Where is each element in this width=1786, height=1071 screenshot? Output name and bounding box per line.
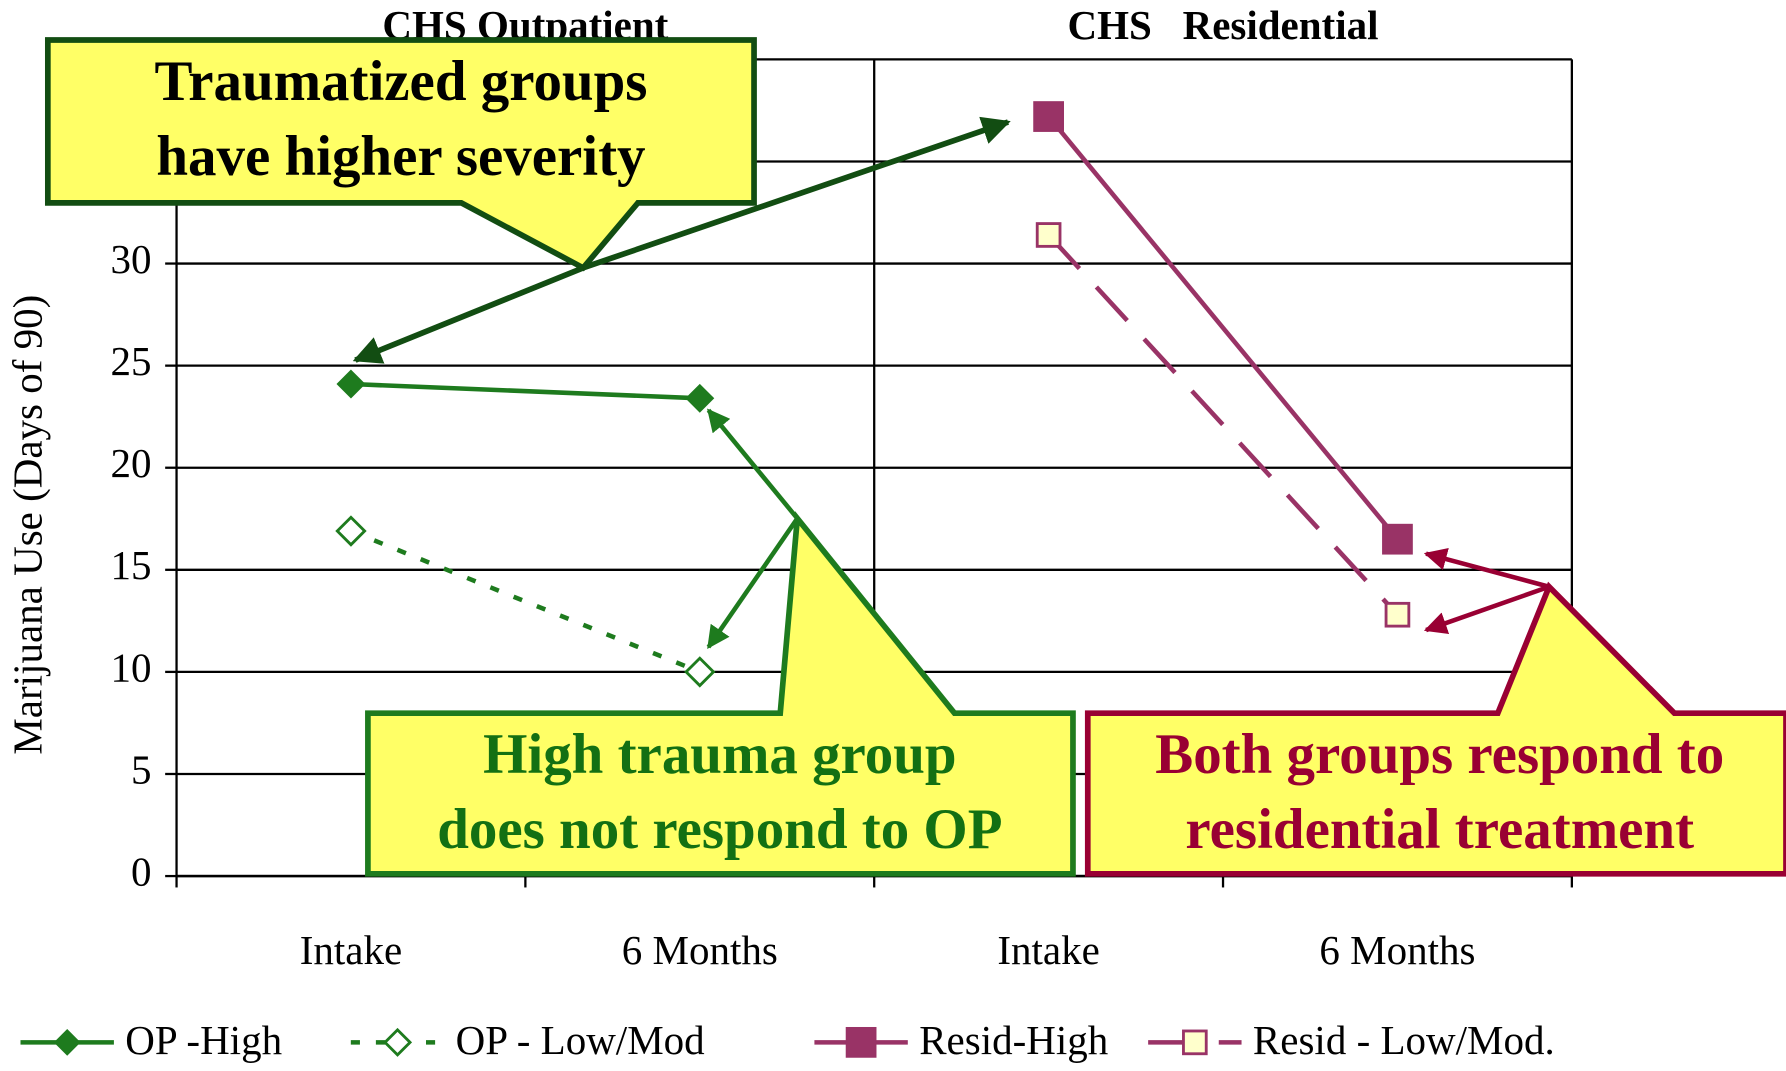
annotation-text: High trauma group [483,723,957,786]
y-tick-label: 20 [110,440,151,486]
series-line [1046,233,1400,617]
x-tick-label: 6 Months [622,927,778,973]
annotation-text: have higher severity [156,125,645,188]
marker [1035,222,1062,248]
x-tick-label: 6 Months [1319,927,1475,973]
x-tick-label: Intake [997,927,1099,973]
y-axis-label: Marijuana Use (Days of 90) [4,295,50,755]
y-tick-label: 10 [110,644,151,690]
marker [382,1027,413,1057]
annotation-text: residential treatment [1185,798,1694,861]
y-tick-label: 5 [131,746,152,792]
marker [845,1026,877,1058]
callout-box [1084,581,1786,877]
callout-arrow [706,408,800,520]
callout-box [365,511,1076,877]
marker [1382,523,1413,555]
series-line [350,528,701,675]
callout-arrow [352,265,585,364]
legend-label: Resid-High [919,1017,1108,1063]
annotation-text: Both groups respond to [1155,723,1724,786]
y-tick-label: 25 [110,338,151,384]
callout-arrow [1423,548,1550,589]
callout-arrow [706,517,800,649]
legend: OP -High OP - Low/Mod Resid-High Resid - Lo… [20,1017,1555,1063]
callout-box [44,37,757,272]
y-tick-label: 15 [110,542,151,588]
legend-label: OP -High [125,1017,282,1063]
x-tick-label: Intake [300,927,402,973]
marker [685,383,715,413]
y-tick-label: 30 [110,236,151,282]
marker [1384,601,1411,628]
annotations: Traumatized groups have higher severity … [44,37,1786,877]
marker [684,656,716,688]
marker [335,515,367,547]
series-line [1046,115,1400,541]
marker [1182,1029,1208,1056]
callout-arrow [582,116,1011,271]
marker [336,369,366,399]
callout-arrow [1423,584,1550,634]
marker [1033,101,1064,132]
legend-label: Resid - Low/Mod. [1253,1017,1555,1063]
panel-title: CHS Residential [1068,2,1379,48]
series-line [350,381,700,401]
marker [53,1029,81,1056]
y-tick-label: 0 [131,848,152,894]
legend-label: OP - Low/Mod [456,1017,705,1063]
annotation-text: does not respond to OP [437,798,1002,861]
annotation-text: Traumatized groups [154,50,647,113]
